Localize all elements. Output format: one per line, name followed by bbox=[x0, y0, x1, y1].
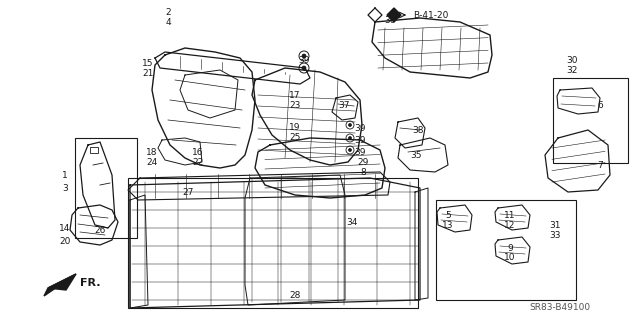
Text: 39: 39 bbox=[355, 124, 365, 132]
Text: B-41-20: B-41-20 bbox=[413, 11, 449, 20]
Text: 1: 1 bbox=[62, 171, 68, 180]
Text: 29: 29 bbox=[357, 157, 369, 166]
Text: 13: 13 bbox=[442, 220, 454, 229]
Bar bbox=[90, 147, 98, 153]
Polygon shape bbox=[387, 8, 401, 22]
Text: 17: 17 bbox=[289, 91, 301, 100]
Text: 14: 14 bbox=[60, 223, 70, 233]
Text: 24: 24 bbox=[147, 157, 157, 166]
Text: 22: 22 bbox=[193, 157, 204, 166]
Text: 5: 5 bbox=[445, 211, 451, 220]
Circle shape bbox=[302, 66, 306, 70]
Text: 32: 32 bbox=[566, 66, 578, 75]
Text: 7: 7 bbox=[597, 161, 603, 170]
Text: 39: 39 bbox=[355, 148, 365, 156]
Text: 4: 4 bbox=[165, 18, 171, 27]
Text: 37: 37 bbox=[339, 100, 349, 109]
Polygon shape bbox=[48, 274, 76, 290]
Text: 28: 28 bbox=[289, 291, 301, 300]
Text: 6: 6 bbox=[597, 100, 603, 109]
Text: 36: 36 bbox=[384, 15, 396, 25]
Text: 21: 21 bbox=[142, 68, 154, 77]
Text: FR.: FR. bbox=[80, 278, 100, 288]
Polygon shape bbox=[44, 274, 76, 296]
Bar bbox=[128, 178, 418, 308]
Text: 16: 16 bbox=[192, 148, 204, 156]
Bar bbox=[75, 138, 137, 238]
Text: 27: 27 bbox=[182, 188, 194, 196]
Circle shape bbox=[302, 54, 306, 58]
Circle shape bbox=[349, 137, 351, 140]
Text: SR83-B49100: SR83-B49100 bbox=[529, 303, 591, 313]
Text: 11: 11 bbox=[504, 211, 516, 220]
Text: 31: 31 bbox=[549, 220, 561, 229]
Text: 3: 3 bbox=[62, 183, 68, 193]
Text: 34: 34 bbox=[346, 218, 358, 227]
Bar bbox=[436, 200, 576, 300]
Text: 35: 35 bbox=[410, 150, 422, 159]
Circle shape bbox=[349, 148, 351, 151]
Text: 23: 23 bbox=[289, 100, 301, 109]
Circle shape bbox=[349, 124, 351, 126]
Text: 39: 39 bbox=[355, 135, 365, 145]
Text: 26: 26 bbox=[94, 226, 106, 235]
Text: 19: 19 bbox=[289, 123, 301, 132]
Text: 18: 18 bbox=[147, 148, 157, 156]
Text: 20: 20 bbox=[60, 236, 70, 245]
Text: 12: 12 bbox=[504, 220, 516, 229]
Bar bbox=[553, 78, 628, 163]
Text: 15: 15 bbox=[142, 59, 154, 68]
Text: 9: 9 bbox=[507, 244, 513, 252]
Text: 38: 38 bbox=[412, 125, 424, 134]
Text: 30: 30 bbox=[566, 55, 578, 65]
Text: 8: 8 bbox=[360, 167, 366, 177]
Text: 25: 25 bbox=[289, 132, 301, 141]
Text: 2: 2 bbox=[165, 7, 171, 17]
Text: 10: 10 bbox=[504, 253, 516, 262]
Text: 33: 33 bbox=[549, 230, 561, 239]
Text: 39: 39 bbox=[298, 55, 310, 65]
